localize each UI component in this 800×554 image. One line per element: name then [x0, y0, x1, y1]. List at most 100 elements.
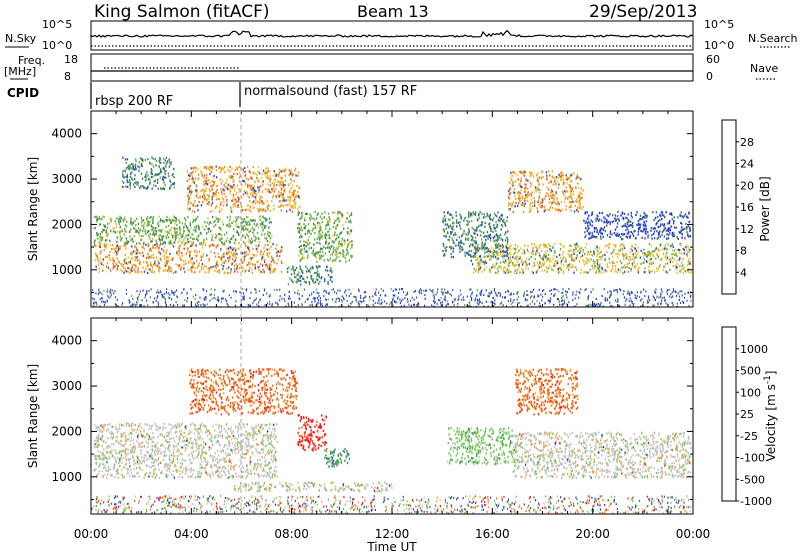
echo-cell — [204, 179, 206, 182]
echo-cell — [672, 260, 674, 263]
echo-cell — [214, 269, 216, 272]
echo-cell — [493, 226, 495, 229]
scatter-cell — [526, 298, 528, 301]
scatter-cell — [401, 288, 404, 290]
echo-cell — [535, 271, 538, 274]
echo-cell — [489, 268, 491, 272]
echo-cell — [205, 237, 208, 240]
echo-cell — [527, 191, 529, 194]
scatter-cell — [434, 302, 436, 305]
echo-cell — [302, 255, 304, 258]
scatter-cell — [259, 299, 261, 302]
echo-cell — [304, 233, 306, 236]
echo-cell — [558, 271, 560, 274]
echo-cell — [257, 226, 260, 229]
scatter-cell — [335, 300, 337, 303]
echo-cell — [488, 223, 490, 226]
echo-cell — [124, 241, 126, 245]
echo-cell — [611, 265, 614, 268]
echo-cell — [640, 249, 642, 252]
echo-cell — [680, 270, 682, 273]
echo-cell — [562, 245, 565, 248]
echo-cell — [574, 204, 576, 207]
scatter-cell — [378, 299, 380, 302]
scatter-cell — [110, 292, 112, 295]
echo-cell — [119, 225, 121, 229]
echo-cell — [163, 241, 165, 244]
scatter-cell — [379, 302, 381, 305]
echo-cell — [459, 227, 462, 230]
echo-cell — [193, 261, 195, 264]
echo-cell — [452, 247, 455, 250]
echo-cell — [197, 235, 199, 238]
echo-cell — [129, 235, 131, 238]
echo-cell — [276, 262, 278, 265]
scatter-cell — [258, 290, 260, 293]
echo-cell — [158, 246, 160, 249]
scatter-cell — [203, 305, 205, 307]
echo-cell — [629, 234, 632, 237]
echo-cell — [348, 220, 350, 223]
echo-cell — [520, 185, 522, 188]
echo-cell — [175, 218, 178, 221]
echo-cell — [343, 255, 345, 258]
echo-cell — [169, 186, 171, 189]
echo-cell — [319, 265, 321, 268]
echo-cell — [498, 265, 500, 268]
scatter-cell — [678, 299, 680, 301]
scatter-cell — [672, 304, 674, 307]
echo-cell — [275, 247, 277, 250]
echo-cell — [190, 191, 193, 194]
scatter-cell — [629, 293, 631, 296]
echo-cell — [311, 252, 313, 255]
echo-cell — [649, 252, 651, 255]
echo-cell — [279, 181, 281, 184]
echo-cell — [236, 200, 238, 203]
echo-cell — [337, 245, 340, 248]
echo-cell — [506, 252, 508, 255]
echo-cell — [272, 194, 274, 197]
scatter-cell — [632, 291, 634, 294]
echo-cell — [207, 202, 209, 205]
scatter-cell — [610, 292, 612, 295]
echo-cell — [261, 201, 264, 204]
scatter-cell — [493, 302, 495, 304]
echo-cell — [512, 201, 515, 204]
echo-cell — [268, 248, 270, 251]
echo-cell — [285, 199, 287, 202]
echo-cell — [524, 199, 526, 202]
echo-cell — [298, 271, 300, 274]
echo-cell — [152, 232, 155, 235]
echo-cell — [300, 258, 302, 261]
echo-cell — [604, 230, 607, 233]
echo-cell — [153, 230, 155, 234]
echo-cell — [238, 267, 241, 270]
echo-cell — [625, 257, 627, 260]
echo-cell — [545, 171, 548, 174]
echo-cell — [508, 269, 510, 272]
echo-cell — [476, 218, 479, 221]
echo-cell — [104, 239, 107, 242]
scatter-cell — [481, 302, 483, 305]
scatter-cell — [684, 292, 686, 295]
echo-cell — [196, 235, 199, 238]
scatter-cell — [527, 304, 529, 307]
scatter-cell — [554, 288, 556, 291]
echo-cell — [504, 261, 506, 264]
echo-cell — [190, 258, 193, 261]
echo-cell — [252, 253, 254, 256]
echo-cell — [179, 239, 181, 242]
echo-cell — [196, 190, 198, 193]
echo-cell — [299, 279, 302, 283]
scatter-cell — [121, 304, 123, 306]
echo-cell — [98, 241, 101, 245]
echo-cell — [510, 171, 512, 174]
echo-cell — [263, 260, 266, 264]
echo-cell — [520, 261, 523, 264]
scatter-cell — [297, 304, 299, 307]
scatter-cell — [160, 305, 162, 307]
echo-cell — [499, 265, 502, 268]
echo-cell — [148, 223, 150, 227]
echo-cell — [549, 260, 551, 264]
scatter-cell — [418, 305, 420, 307]
